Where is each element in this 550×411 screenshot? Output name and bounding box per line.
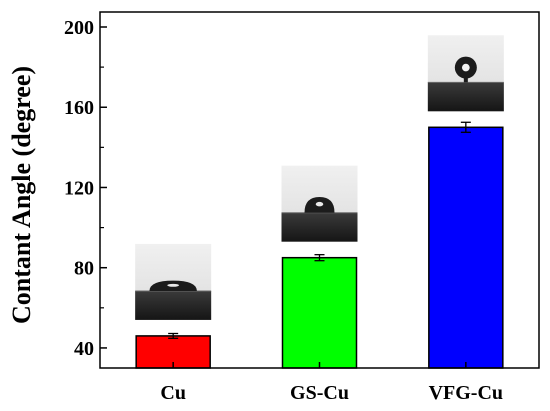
droplet-neck bbox=[463, 78, 468, 83]
y-tick-label: 80 bbox=[74, 258, 94, 280]
x-tick-label: VFG-Cu bbox=[429, 382, 503, 404]
droplet-highlight bbox=[315, 201, 324, 207]
inset-substrate bbox=[427, 82, 504, 112]
x-tick-label: Cu bbox=[160, 382, 186, 404]
x-tick-label: GS-Cu bbox=[290, 382, 349, 404]
droplet-inset bbox=[281, 165, 358, 242]
droplet-highlight bbox=[461, 63, 470, 72]
x-axis-labels: Cu GS-Cu VFG-Cu bbox=[160, 362, 503, 404]
plot-frame bbox=[99, 11, 540, 369]
error-bars bbox=[168, 121, 471, 339]
bar bbox=[281, 256, 358, 369]
droplet-insets bbox=[135, 35, 504, 320]
y-axis-title: Contant Angle (degree) bbox=[7, 66, 36, 324]
y-tick-label: 200 bbox=[64, 17, 94, 39]
droplet-inset bbox=[427, 35, 504, 112]
inset-substrate bbox=[135, 291, 212, 320]
bar bbox=[428, 126, 504, 369]
y-tick-label: 120 bbox=[64, 177, 94, 199]
droplet-inset bbox=[135, 243, 212, 320]
y-axis-ticks: 40 80 120 160 200 bbox=[64, 17, 107, 360]
y-tick-label: 160 bbox=[64, 97, 94, 119]
droplet-highlight bbox=[167, 283, 180, 287]
y-tick-label: 40 bbox=[74, 338, 94, 360]
inset-substrate bbox=[281, 212, 358, 242]
